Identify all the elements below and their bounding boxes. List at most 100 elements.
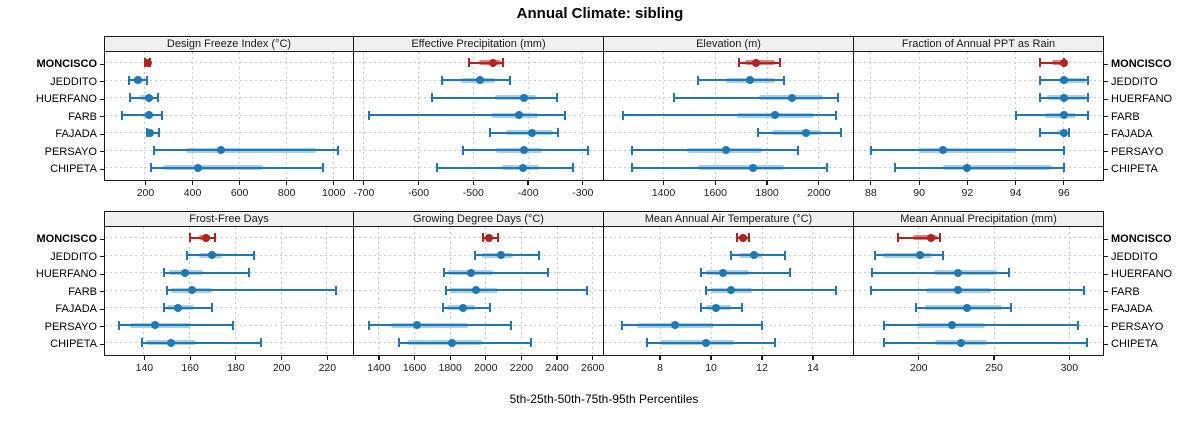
x-tick <box>238 181 241 185</box>
median-dot <box>413 321 422 330</box>
panel-plot-effective-precipitation-mm <box>354 52 604 181</box>
whisker-cap-high <box>563 110 566 120</box>
whisker-cap-low <box>646 338 649 348</box>
whisker-cap-high <box>789 268 792 278</box>
whisker-line <box>870 149 1064 152</box>
panel-strip-fraction-of-annual-ppt-as-rain: Fraction of Annual PPT as Rain <box>854 36 1104 52</box>
whisker-cap-low <box>869 285 872 295</box>
median-dot <box>701 338 710 347</box>
panel-strip-mean-annual-precipitation-mm: Mean Annual Precipitation (mm) <box>854 211 1104 227</box>
row-gridline <box>854 114 1103 116</box>
median-dot <box>1059 128 1068 137</box>
whisker-cap-high <box>839 128 842 138</box>
x-tick <box>235 356 237 360</box>
median-dot <box>727 286 736 295</box>
row-gridline <box>354 132 603 134</box>
whisker-line <box>872 271 1010 274</box>
whisker-cap-high <box>556 93 559 103</box>
x-tick-label: 800 <box>277 187 296 199</box>
whisker-cap-high <box>783 75 786 85</box>
whisker-cap-high <box>1062 163 1065 173</box>
row-tick-left <box>100 98 104 100</box>
x-tick-label: 1800 <box>755 187 779 199</box>
panel-plot-fraction-of-annual-ppt-as-rain <box>854 52 1104 181</box>
whisker-cap-low <box>738 58 741 68</box>
whisker-cap-low <box>631 145 634 155</box>
row-gridline <box>604 132 853 134</box>
panel-plot-design-freeze-index-c <box>104 52 354 181</box>
panel-strip-mean-annual-air-temperature-c: Mean Annual Air Temperature (°C) <box>604 211 854 227</box>
panel-plot-growing-degree-days-c <box>354 227 604 356</box>
panel-title: Growing Degree Days (°C) <box>413 213 544 225</box>
median-dot <box>1059 111 1068 120</box>
whisker-line <box>1015 114 1089 117</box>
row-tick-right <box>1104 343 1108 345</box>
whisker-cap-low <box>896 233 899 243</box>
whisker-cap-low <box>874 250 877 260</box>
whisker-cap-high <box>773 338 776 348</box>
x-tick-label: 1400 <box>367 362 391 374</box>
x-tick <box>870 181 872 185</box>
whisker-cap-low <box>620 320 623 330</box>
x-tick-label: 96 <box>1058 187 1070 199</box>
row-gridline <box>604 62 853 64</box>
whisker-cap-high <box>1009 303 1012 313</box>
panel-plot-elevation-m <box>604 52 854 181</box>
station-label-right-chipeta: CHIPETA <box>1111 163 1158 176</box>
whisker-cap-low <box>149 163 152 173</box>
station-label-right-chipeta: CHIPETA <box>1111 338 1158 351</box>
whisker-line <box>164 271 250 274</box>
whisker-cap-high <box>259 338 262 348</box>
row-tick-right <box>1104 238 1108 240</box>
x-tick-label: 200 <box>272 362 291 374</box>
row-gridline <box>854 79 1103 81</box>
station-label-left-persayo: PERSAYO <box>44 320 97 333</box>
row-tick-right <box>1104 273 1108 275</box>
x-tick-label: 180 <box>227 362 245 374</box>
row-gridline <box>105 62 352 64</box>
whisker-cap-high <box>748 233 751 243</box>
whisker-cap-low <box>622 110 625 120</box>
whisker-line <box>632 149 799 152</box>
x-tick <box>417 181 420 185</box>
panel-strip-effective-precipitation-mm: Effective Precipitation (mm) <box>354 36 604 52</box>
whisker-line <box>118 324 234 327</box>
whisker-cap-high <box>1083 285 1086 295</box>
station-label-right-moncisco: MONCISCO <box>1111 233 1172 246</box>
whisker-line <box>489 131 559 134</box>
x-tick <box>281 356 283 360</box>
station-label-right-fajada: FAJADA <box>1111 303 1153 316</box>
whisker-cap-low <box>430 93 433 103</box>
x-tick-label: 1600 <box>703 187 727 199</box>
x-tick <box>527 181 529 185</box>
row-tick-left <box>100 168 104 170</box>
median-dot <box>134 76 143 85</box>
row-gridline <box>854 254 1103 256</box>
median-dot <box>527 128 536 137</box>
whisker-line <box>154 149 338 152</box>
whisker-line <box>1039 61 1064 64</box>
whisker-cap-high <box>571 163 574 173</box>
median-dot <box>750 251 759 260</box>
whisker-line <box>623 114 836 117</box>
x-tick-label: 200 <box>909 362 928 374</box>
whisker-cap-high <box>1008 268 1011 278</box>
median-dot <box>181 268 190 277</box>
whisker-line <box>1039 131 1069 134</box>
median-dot <box>963 163 972 172</box>
x-tick-label: -500 <box>462 187 484 199</box>
whisker-cap-high <box>160 110 163 120</box>
whisker-cap-high <box>1087 110 1090 120</box>
whisker-cap-high <box>529 338 532 348</box>
whisker-cap-high <box>502 58 505 68</box>
whisker-cap-low <box>672 93 675 103</box>
panel-strip-frost-free-days: Frost-Free Days <box>104 211 354 227</box>
whisker-cap-high <box>1087 93 1090 103</box>
whisker-line <box>399 341 531 344</box>
row-gridline <box>604 237 853 239</box>
x-tick <box>812 356 814 360</box>
whisker-cap-low <box>735 233 738 243</box>
whisker-cap-high <box>248 268 251 278</box>
station-label-left-farb: FARB <box>68 110 97 123</box>
whisker-cap-low <box>481 233 484 243</box>
